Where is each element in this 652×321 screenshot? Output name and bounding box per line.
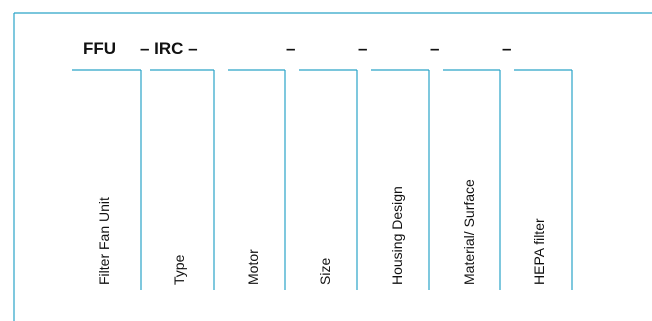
code-segment-ffu: FFU xyxy=(83,39,117,58)
code-segment-dash-3: – xyxy=(430,39,440,58)
code-segment-dash-4: – xyxy=(502,39,512,58)
field-label-motor: Motor xyxy=(245,249,261,285)
field-label-filter-fan-unit: Filter Fan Unit xyxy=(96,197,112,285)
field-label-material-surface: Material/ Surface xyxy=(461,179,477,285)
code-segment-dash-1: – xyxy=(286,39,296,58)
field-label-size: Size xyxy=(317,257,333,285)
field-label-type: Type xyxy=(171,254,187,285)
code-segment-irc: – IRC – xyxy=(140,39,198,58)
code-segment-dash-2: – xyxy=(358,39,368,58)
leader-lines xyxy=(140,70,573,290)
field-label-hepa-filter: HEPA filter xyxy=(531,218,547,285)
field-label-housing-design: Housing Design xyxy=(389,186,405,285)
